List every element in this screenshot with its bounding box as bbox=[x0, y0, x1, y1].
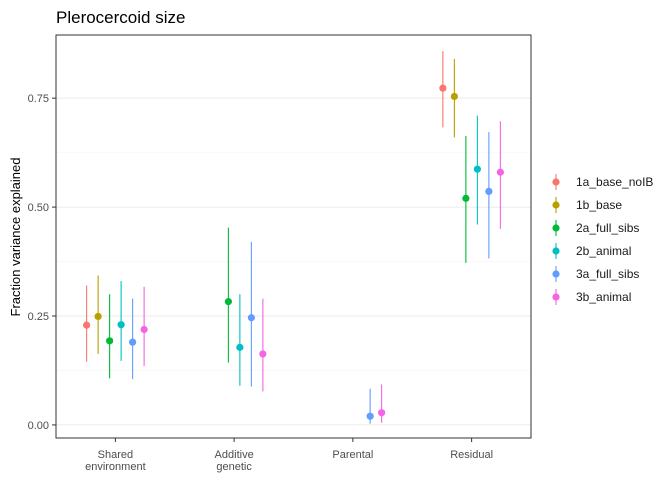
data-marks bbox=[83, 51, 504, 424]
y-axis-label: Fraction variance explained bbox=[8, 158, 23, 317]
data-point bbox=[439, 84, 447, 92]
data-point bbox=[129, 338, 137, 346]
legend-label: 1b_base bbox=[576, 198, 622, 212]
legend-label: 1a_base_noIB bbox=[576, 175, 653, 189]
data-point bbox=[224, 298, 232, 306]
legend-key-point bbox=[552, 201, 560, 209]
y-tick-label: 0.75 bbox=[28, 93, 49, 105]
data-point bbox=[259, 350, 267, 358]
legend-key-point bbox=[552, 270, 560, 278]
data-point bbox=[106, 337, 114, 345]
legend-key-point bbox=[552, 247, 560, 255]
data-point bbox=[473, 165, 481, 173]
x-tick-label: Shared environment bbox=[85, 449, 146, 473]
chart-title: Plerocercoid size bbox=[56, 8, 185, 27]
legend-label: 2b_animal bbox=[576, 244, 631, 258]
data-point bbox=[94, 312, 102, 321]
data-point bbox=[496, 168, 504, 176]
x-axis: Shared environment Additive genetic Parental… bbox=[85, 438, 493, 473]
y-axis: 0.00 0.25 0.50 0.75 bbox=[28, 93, 56, 432]
x-tick-label: Parental bbox=[332, 449, 373, 461]
plot-panel bbox=[55, 34, 532, 439]
data-point bbox=[366, 412, 374, 420]
legend: 1a_base_noIB 1b_base 2a_full_sibs 2b_animal… bbox=[552, 174, 653, 305]
data-point bbox=[140, 325, 148, 334]
data-point bbox=[378, 409, 386, 417]
data-point bbox=[450, 92, 458, 101]
legend-key-point bbox=[552, 293, 560, 301]
data-point bbox=[485, 187, 493, 196]
legend-key-point bbox=[552, 178, 560, 186]
legend-label: 3b_animal bbox=[576, 290, 631, 304]
y-tick-label: 0.00 bbox=[28, 420, 49, 432]
data-point bbox=[117, 321, 125, 329]
y-tick-label: 0.25 bbox=[28, 311, 49, 323]
data-point bbox=[83, 321, 91, 329]
legend-key-point bbox=[552, 224, 560, 232]
data-point bbox=[462, 194, 470, 202]
x-tick-label: Residual bbox=[450, 449, 493, 461]
y-tick-label: 0.50 bbox=[28, 202, 49, 214]
legend-label: 3a_full_sibs bbox=[576, 267, 639, 281]
data-point bbox=[236, 343, 244, 351]
x-tick-label: Additive genetic bbox=[215, 449, 254, 473]
legend-label: 2a_full_sibs bbox=[576, 221, 639, 235]
data-point bbox=[247, 314, 255, 322]
gridlines bbox=[56, 97, 531, 426]
